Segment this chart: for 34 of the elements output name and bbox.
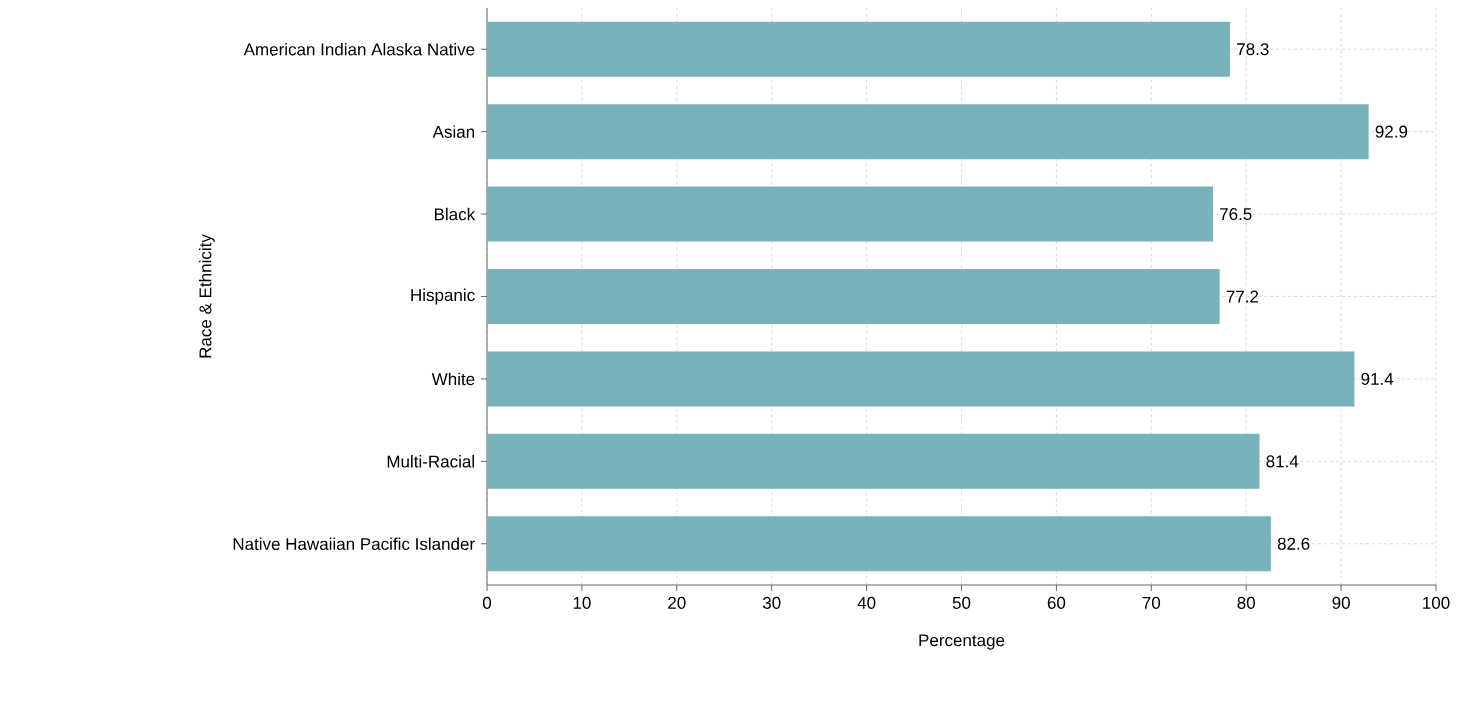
data-label: 82.6 (1277, 537, 1310, 550)
bar (487, 186, 1213, 242)
x-tick-label: 80 (1237, 596, 1256, 609)
bar (487, 433, 1260, 489)
y-tick-label: Multi-Racial (387, 455, 474, 468)
x-tick-label: 30 (762, 596, 781, 609)
data-label: 78.3 (1237, 43, 1269, 56)
x-tick-label: 50 (952, 596, 971, 609)
data-label: 92.9 (1375, 125, 1408, 138)
bar (487, 351, 1355, 407)
y-tick-label: American Indian Alaska Native (243, 42, 475, 56)
x-tick-label: 10 (573, 596, 591, 609)
bar (487, 104, 1369, 160)
x-tick-label: 0 (482, 596, 492, 609)
bar (487, 516, 1271, 572)
y-tick-label: White (431, 372, 475, 386)
bar (487, 269, 1220, 324)
x-axis-title: Percentage (919, 634, 1005, 650)
x-tick-label: 100 (1423, 596, 1450, 609)
data-label: 77.2 (1226, 290, 1259, 303)
data-label: 81.4 (1266, 455, 1299, 468)
bar (487, 21, 1231, 77)
y-tick-label: Hispanic (411, 288, 475, 305)
x-tick-label: 90 (1332, 596, 1350, 609)
data-label: 91.4 (1361, 372, 1394, 385)
y-tick-label: Asian (432, 125, 475, 138)
x-tick-label: 60 (1047, 596, 1066, 609)
x-tick-label: 20 (668, 596, 686, 609)
data-label: 76.5 (1220, 208, 1252, 221)
y-axis-title: Race & Ethnicity (198, 234, 215, 358)
x-tick-label: 70 (1142, 596, 1161, 609)
y-tick-label: Black (434, 207, 476, 221)
y-tick-label: Native Hawaiian Pacific Islander (233, 537, 475, 551)
x-tick-label: 40 (857, 596, 876, 609)
